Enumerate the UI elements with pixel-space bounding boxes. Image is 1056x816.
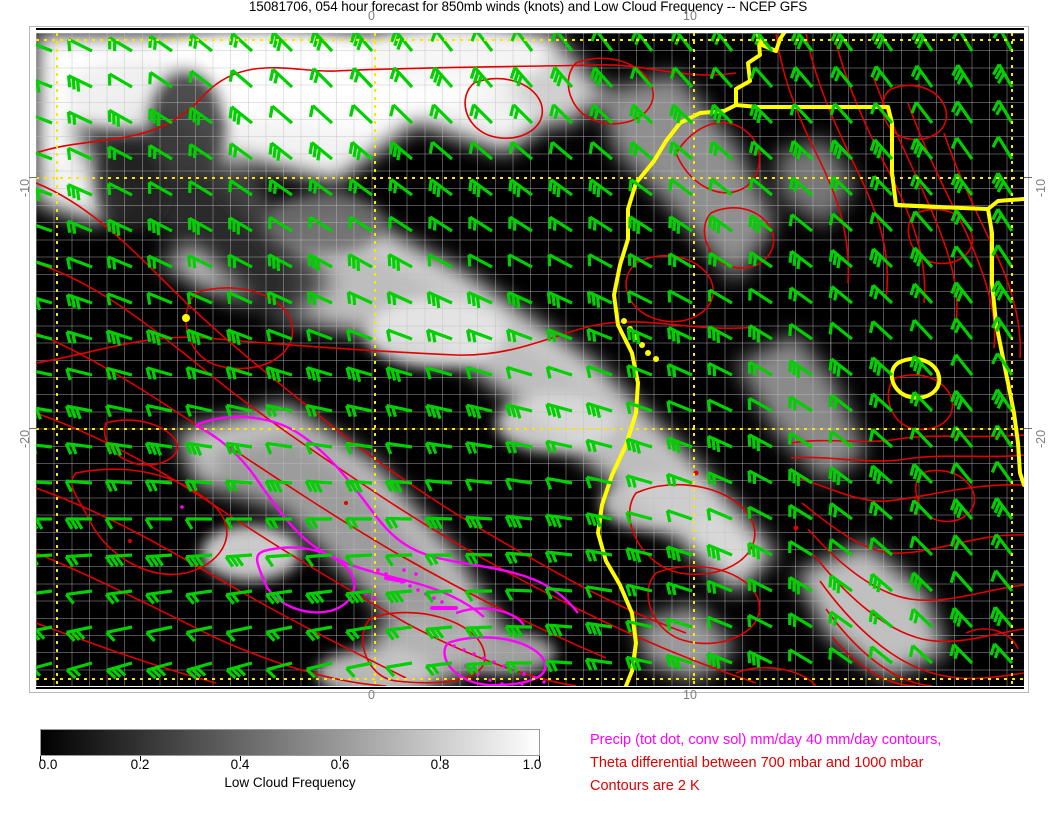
axis-top-tick-0: 0 (368, 9, 375, 23)
gridline-lat-top (36, 39, 1024, 41)
top-axis-bar (36, 28, 1024, 30)
colorbar-label-1: 0.2 (130, 757, 150, 772)
axis-right-tick-m20: -20 (1034, 429, 1048, 448)
axis-bottom-tick-0: 0 (368, 688, 375, 702)
gridline-lat-bottom (36, 678, 1024, 680)
gridline-lon-right (1011, 33, 1013, 686)
right-tick-m10 (1024, 177, 1032, 178)
colorbar-label-4: 0.8 (430, 757, 450, 772)
legend-contour-interval-line: Contours are 2 K (590, 778, 700, 794)
colorbar-label-2: 0.4 (230, 757, 250, 772)
axis-left-tick-m20: -20 (18, 429, 32, 448)
axis-right-tick-m10: -10 (1034, 178, 1048, 197)
colorbar-tick (539, 756, 540, 761)
colorbar-tick (340, 756, 341, 761)
legend-block: Precip (tot dot, conv sol) mm/day 40 mm/… (590, 729, 1050, 798)
legend-theta-line: Theta differential between 700 mbar and … (590, 755, 924, 771)
gridline-lat-m20 (36, 428, 1024, 430)
axis-top-tick-10: 10 (683, 9, 697, 23)
colorbar-label-3: 0.6 (330, 757, 350, 772)
colorbar-tick (40, 756, 41, 761)
colorbar-tick (140, 756, 141, 761)
right-tick-m20 (1024, 428, 1032, 429)
left-tick-m20 (29, 428, 37, 429)
low-cloud-frequency-field (36, 33, 1024, 686)
colorbar-label-0: 0.0 (38, 757, 58, 772)
wind-barbs-850mb (36, 33, 1014, 682)
coastline (182, 33, 1024, 686)
colorbar-title: Low Cloud Frequency (224, 775, 356, 790)
colorbar-tick (440, 756, 441, 761)
gridline-lon-10 (693, 33, 695, 686)
bottom-axis-bar (36, 687, 1024, 689)
colorbar-tick (240, 756, 241, 761)
gridline-lon-0 (374, 33, 376, 686)
left-tick-m10 (29, 177, 37, 178)
colorbar (40, 729, 540, 761)
map-plot-area[interactable] (36, 33, 1024, 686)
gridline-lon-left (56, 33, 58, 686)
axis-bottom-tick-10: 10 (683, 688, 697, 702)
axis-left-tick-m10: -10 (18, 178, 32, 197)
page-title: 15081706, 054 hour forecast for 850mb wi… (248, 0, 808, 14)
colorbar-label-5: 1.0 (522, 757, 542, 772)
colorbar-gradient (40, 729, 540, 756)
gridline-lat-m10 (36, 177, 1024, 179)
legend-precip-line: Precip (tot dot, conv sol) mm/day 40 mm/… (590, 732, 942, 748)
